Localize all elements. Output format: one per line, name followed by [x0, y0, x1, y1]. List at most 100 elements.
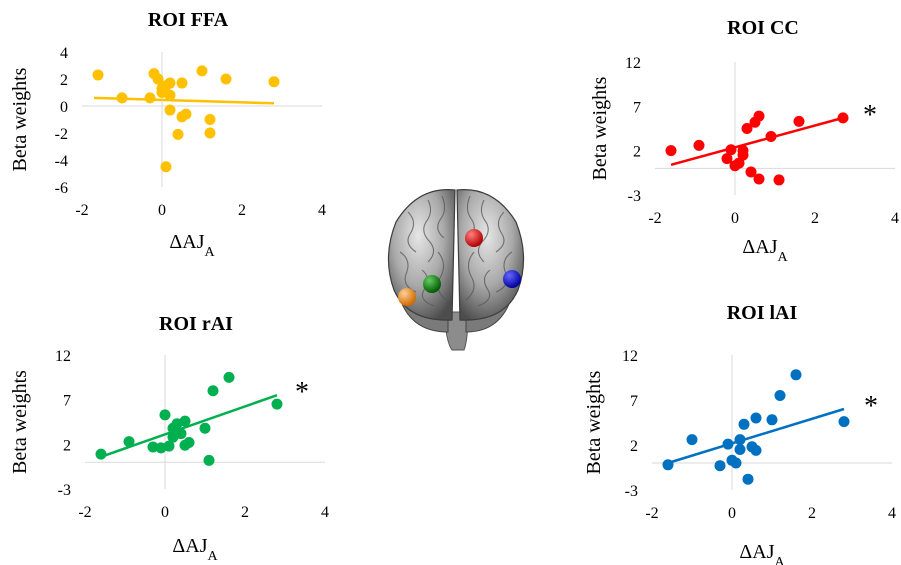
y-tick-label: 2	[63, 437, 71, 454]
data-point	[665, 145, 677, 157]
data-point	[838, 416, 850, 428]
data-point	[268, 76, 280, 88]
roi-ffa-marker	[398, 288, 416, 306]
data-point	[220, 73, 232, 85]
data-point	[203, 454, 215, 466]
y-tick-label: 12	[622, 348, 638, 365]
data-point	[199, 422, 211, 434]
data-point	[742, 473, 754, 485]
significance-marker: *	[295, 377, 309, 408]
chart-title: ROI rAI	[159, 313, 233, 335]
y-tick-label: 2	[633, 144, 641, 161]
y-tick-label: 7	[63, 393, 71, 410]
data-point	[152, 73, 164, 85]
x-tick-label: 2	[811, 210, 819, 227]
data-point	[722, 438, 734, 450]
y-tick-label: 2	[630, 438, 638, 455]
y-axis-label: Beta weights	[9, 67, 31, 171]
data-point	[765, 130, 777, 142]
data-point	[163, 440, 175, 452]
x-tick-label: 4	[891, 210, 899, 227]
chart-1: ROI FFA 4 2 0 -2 -4 -6 -2 0 2 4 Beta weights ΔAJA	[9, 9, 326, 260]
data-point	[92, 69, 104, 81]
x-axis-label: ΔAJA	[739, 541, 785, 565]
data-point	[741, 123, 753, 134]
chart-4: ROI lAI 12 7 2 -3 -2 0 2 4 Beta weights ΔAJA *	[583, 302, 896, 565]
x-axis-label: ΔAJA	[169, 231, 215, 260]
y-tick-label: -6	[55, 180, 68, 197]
x-tick-label: 0	[158, 202, 166, 219]
data-point	[172, 128, 184, 140]
data-point	[714, 460, 726, 472]
brain-render	[378, 182, 533, 354]
data-point	[175, 428, 187, 440]
x-tick-label: 2	[238, 202, 246, 219]
data-point	[774, 390, 786, 401]
data-point	[753, 173, 765, 185]
brain-render-icon	[387, 189, 525, 351]
data-point	[183, 437, 195, 449]
data-point	[793, 115, 805, 127]
data-point	[116, 92, 128, 104]
data-point	[223, 371, 235, 383]
data-point	[271, 398, 283, 410]
y-tick-label: -3	[58, 482, 71, 499]
x-axis-label: ΔAJA	[742, 236, 788, 265]
data-point	[730, 457, 742, 469]
data-point	[753, 110, 765, 122]
y-axis-label: Beta weights	[583, 370, 605, 474]
y-tick-label: -4	[55, 153, 68, 170]
y-axis-label: Beta weights	[589, 76, 611, 180]
data-point	[207, 385, 219, 397]
y-tick-label: 12	[625, 55, 641, 72]
x-tick-label: -2	[648, 210, 661, 227]
significance-marker: *	[864, 391, 878, 422]
chart-3: ROI rAI 12 7 2 -3 -2 0 2 4 Beta weights ΔAJA *	[9, 313, 329, 564]
y-tick-label: 0	[60, 99, 68, 116]
x-tick-label: 0	[731, 210, 739, 227]
data-point	[164, 89, 176, 101]
data-point	[693, 139, 705, 151]
data-point	[196, 65, 208, 77]
data-point	[123, 436, 135, 448]
x-tick-label: 4	[318, 202, 326, 219]
data-point	[734, 434, 746, 446]
x-tick-label: 4	[888, 505, 896, 522]
data-point	[745, 166, 757, 178]
data-point	[204, 114, 216, 125]
x-tick-label: 0	[728, 505, 736, 522]
data-point	[725, 144, 737, 156]
data-point	[721, 153, 733, 165]
roi-rai-marker	[423, 275, 441, 293]
y-tick-label: 7	[633, 99, 641, 116]
data-point	[204, 127, 216, 139]
x-tick-label: -2	[75, 202, 88, 219]
x-tick-label: 2	[241, 504, 249, 521]
y-tick-label: -3	[628, 188, 641, 205]
chart-title: ROI lAI	[727, 302, 798, 324]
data-point	[738, 418, 750, 430]
chart-title: ROI FFA	[148, 9, 229, 31]
data-point	[837, 112, 849, 124]
data-point	[159, 409, 171, 421]
x-tick-label: 2	[808, 505, 816, 522]
trend-line	[670, 116, 844, 167]
y-tick-label: 7	[630, 393, 638, 410]
data-point	[179, 415, 191, 427]
y-tick-label: -2	[55, 126, 68, 143]
data-point	[734, 444, 746, 455]
chart-2: ROI CC 12 7 2 -3 -2 0 2 4 Beta weights ΔAJA *	[589, 17, 899, 265]
data-point	[766, 414, 778, 426]
x-tick-label: 4	[321, 504, 329, 521]
data-point	[180, 108, 192, 120]
data-point	[737, 145, 749, 157]
y-axis-label: Beta weights	[9, 370, 31, 474]
x-tick-label: 0	[161, 504, 169, 521]
y-tick-label: 12	[55, 348, 71, 365]
y-tick-label: -3	[625, 483, 638, 500]
data-point	[144, 92, 156, 104]
y-tick-label: 4	[60, 45, 68, 62]
data-point	[773, 174, 785, 186]
